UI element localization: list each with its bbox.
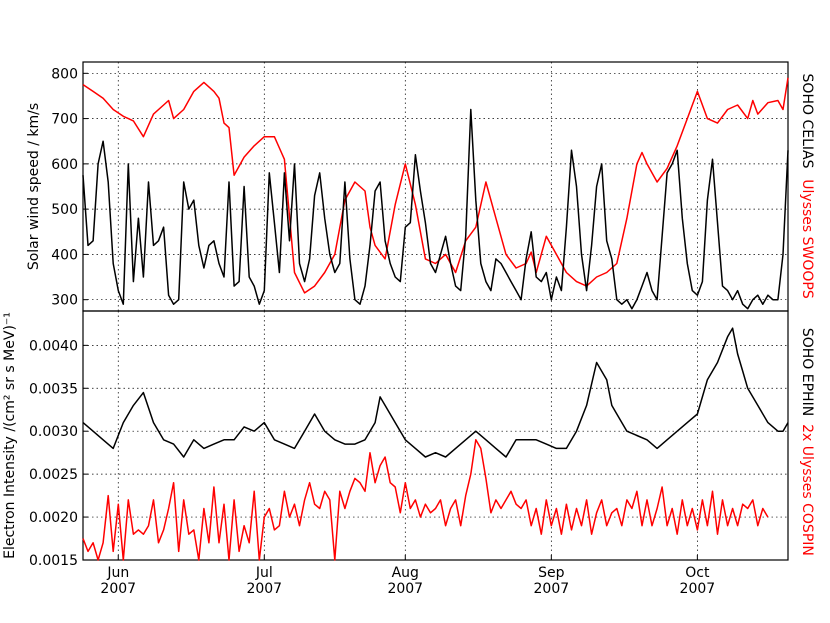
- y-tick-label: 600: [51, 157, 78, 173]
- y-tick-label: 400: [51, 247, 78, 263]
- electron-panel-y-ticks: 0.0015 0.0020 0.0025 0.0030 0.0035 0.0040: [29, 338, 88, 569]
- x-tick-label-month: Sep: [538, 565, 565, 581]
- legend-soho-celias: SOHO CELIAS: [799, 74, 815, 169]
- speed-panel-y-ticks: 300 400 500 600 700 800: [51, 66, 88, 309]
- electron-panel-series: [82, 327, 789, 561]
- x-tick-label-month: Jul: [255, 565, 273, 581]
- y-tick-label: 0.0035: [29, 381, 78, 397]
- x-tick-label-month: Oct: [685, 565, 710, 581]
- series-line: [82, 327, 789, 458]
- x-tick-label-year: 2007: [100, 581, 136, 597]
- electron-y-axis-label: Electron Intensity /(cm² sr s MeV)⁻¹: [2, 312, 18, 559]
- y-tick-label: 500: [51, 202, 78, 218]
- x-tick-label-year: 2007: [246, 581, 282, 597]
- y-tick-label: 0.0020: [29, 510, 78, 526]
- x-tick-label-year: 2007: [534, 581, 570, 597]
- y-tick-label: 0.0025: [29, 467, 78, 483]
- series-line: [82, 108, 789, 310]
- series-line: [82, 439, 769, 561]
- electron-panel-grid: [83, 311, 788, 561]
- legend-ulysses-swoops: Ulysses SWOOPS: [799, 179, 815, 299]
- y-tick-label: 0.0015: [29, 553, 78, 569]
- y-tick-label: 0.0030: [29, 424, 78, 440]
- x-tick-label-year: 2007: [387, 581, 423, 597]
- speed-panel-series: [82, 77, 789, 310]
- y-tick-label: 800: [51, 66, 78, 82]
- y-tick-label: 300: [51, 293, 78, 309]
- electron-panel-frame: [82, 310, 789, 561]
- legend-soho-ephin: SOHO EPHIN: [799, 328, 815, 416]
- x-tick-label-month: Jun: [106, 565, 129, 581]
- y-tick-label: 700: [51, 112, 78, 128]
- legend-ulysses-cospin: 2x Ulysses COSPIN: [799, 424, 815, 556]
- speed-panel: 300 400 500 600 700 800 Solar wind speed / km…: [26, 61, 815, 312]
- x-tick-label-year: 2007: [680, 581, 716, 597]
- electron-panel: 0.0015 0.0020 0.0025 0.0030 0.0035 0.0040 Ele…: [2, 310, 815, 569]
- y-tick-label: 0.0040: [29, 338, 78, 354]
- series-line: [82, 77, 789, 294]
- x-tick-label-month: Aug: [392, 565, 419, 581]
- speed-y-axis-label: Solar wind speed / km/s: [26, 103, 42, 270]
